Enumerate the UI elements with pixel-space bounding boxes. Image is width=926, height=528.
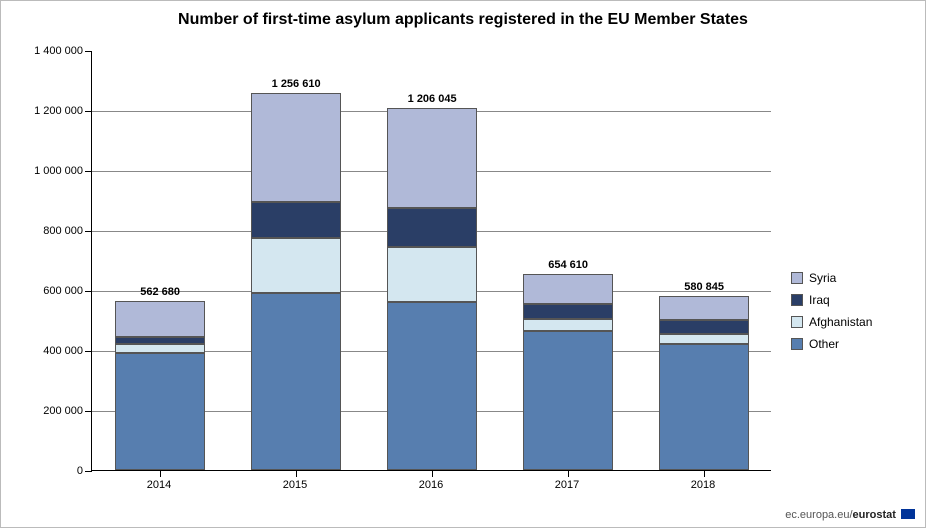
bar-segment-iraq — [523, 304, 613, 319]
ytick-mark — [85, 231, 92, 232]
ytick-mark — [85, 171, 92, 172]
ytick-label: 1 200 000 — [13, 105, 83, 117]
bar-segment-iraq — [115, 337, 205, 345]
legend-item-other: Other — [791, 337, 872, 351]
legend: Syria Iraq Afghanistan Other — [791, 271, 872, 359]
xtick-mark — [296, 470, 297, 477]
legend-swatch — [791, 272, 803, 284]
ytick-mark — [85, 411, 92, 412]
ytick-label: 0 — [13, 465, 83, 477]
footer-bold: eurostat — [853, 509, 896, 521]
ytick-label: 600 000 — [13, 285, 83, 297]
xtick-label: 2014 — [114, 479, 204, 491]
plot-area: 562 680 1 256 610 1 206 045 654 610 580 845 — [91, 51, 771, 471]
bar-segment-other — [659, 344, 749, 470]
xtick-label: 2018 — [658, 479, 748, 491]
bar-total-label: 1 256 610 — [236, 78, 356, 90]
bar-segment-other — [115, 353, 205, 470]
bar-segment-syria — [659, 296, 749, 320]
legend-swatch — [791, 338, 803, 350]
bar-segment-syria — [523, 274, 613, 304]
bar-segment-iraq — [659, 320, 749, 334]
legend-item-syria: Syria — [791, 271, 872, 285]
bar-total-label: 1 206 045 — [372, 93, 492, 105]
footer-prefix: ec.europa.eu/ — [785, 509, 852, 521]
ytick-mark — [85, 291, 92, 292]
eu-flag-icon — [901, 509, 915, 519]
ytick-label: 1 400 000 — [13, 45, 83, 57]
legend-swatch — [791, 316, 803, 328]
ytick-label: 800 000 — [13, 225, 83, 237]
ytick-mark — [85, 351, 92, 352]
bar-total-label: 562 680 — [100, 286, 220, 298]
legend-item-afghanistan: Afghanistan — [791, 315, 872, 329]
bar-segment-afghanistan — [251, 238, 341, 294]
bar-segment-other — [387, 302, 477, 470]
ytick-mark — [85, 51, 92, 52]
bar-segment-syria — [251, 93, 341, 201]
bar-segment-afghanistan — [387, 247, 477, 303]
chart-title: Number of first-time asylum applicants r… — [1, 11, 925, 29]
bar-total-label: 580 845 — [644, 281, 764, 293]
ytick-label: 1 000 000 — [13, 165, 83, 177]
legend-label: Iraq — [809, 293, 830, 307]
xtick-mark — [432, 470, 433, 477]
bar-segment-other — [523, 331, 613, 471]
xtick-mark — [568, 470, 569, 477]
xtick-mark — [160, 470, 161, 477]
bar-segment-syria — [115, 301, 205, 336]
bar-segment-iraq — [387, 208, 477, 247]
bar-total-label: 654 610 — [508, 259, 628, 271]
legend-swatch — [791, 294, 803, 306]
bar-segment-syria — [387, 108, 477, 207]
bar-segment-afghanistan — [659, 334, 749, 345]
bar-segment-afghanistan — [523, 319, 613, 331]
bar-segment-afghanistan — [115, 344, 205, 353]
legend-label: Other — [809, 337, 839, 351]
xtick-label: 2017 — [522, 479, 612, 491]
legend-item-iraq: Iraq — [791, 293, 872, 307]
bar-segment-iraq — [251, 202, 341, 238]
footer-source: ec.europa.eu/eurostat — [785, 508, 915, 521]
xtick-mark — [704, 470, 705, 477]
ytick-label: 200 000 — [13, 405, 83, 417]
legend-label: Afghanistan — [809, 315, 872, 329]
ytick-mark — [85, 111, 92, 112]
ytick-mark — [85, 471, 92, 472]
xtick-label: 2015 — [250, 479, 340, 491]
legend-label: Syria — [809, 271, 836, 285]
ytick-label: 400 000 — [13, 345, 83, 357]
xtick-label: 2016 — [386, 479, 476, 491]
bar-segment-other — [251, 293, 341, 470]
